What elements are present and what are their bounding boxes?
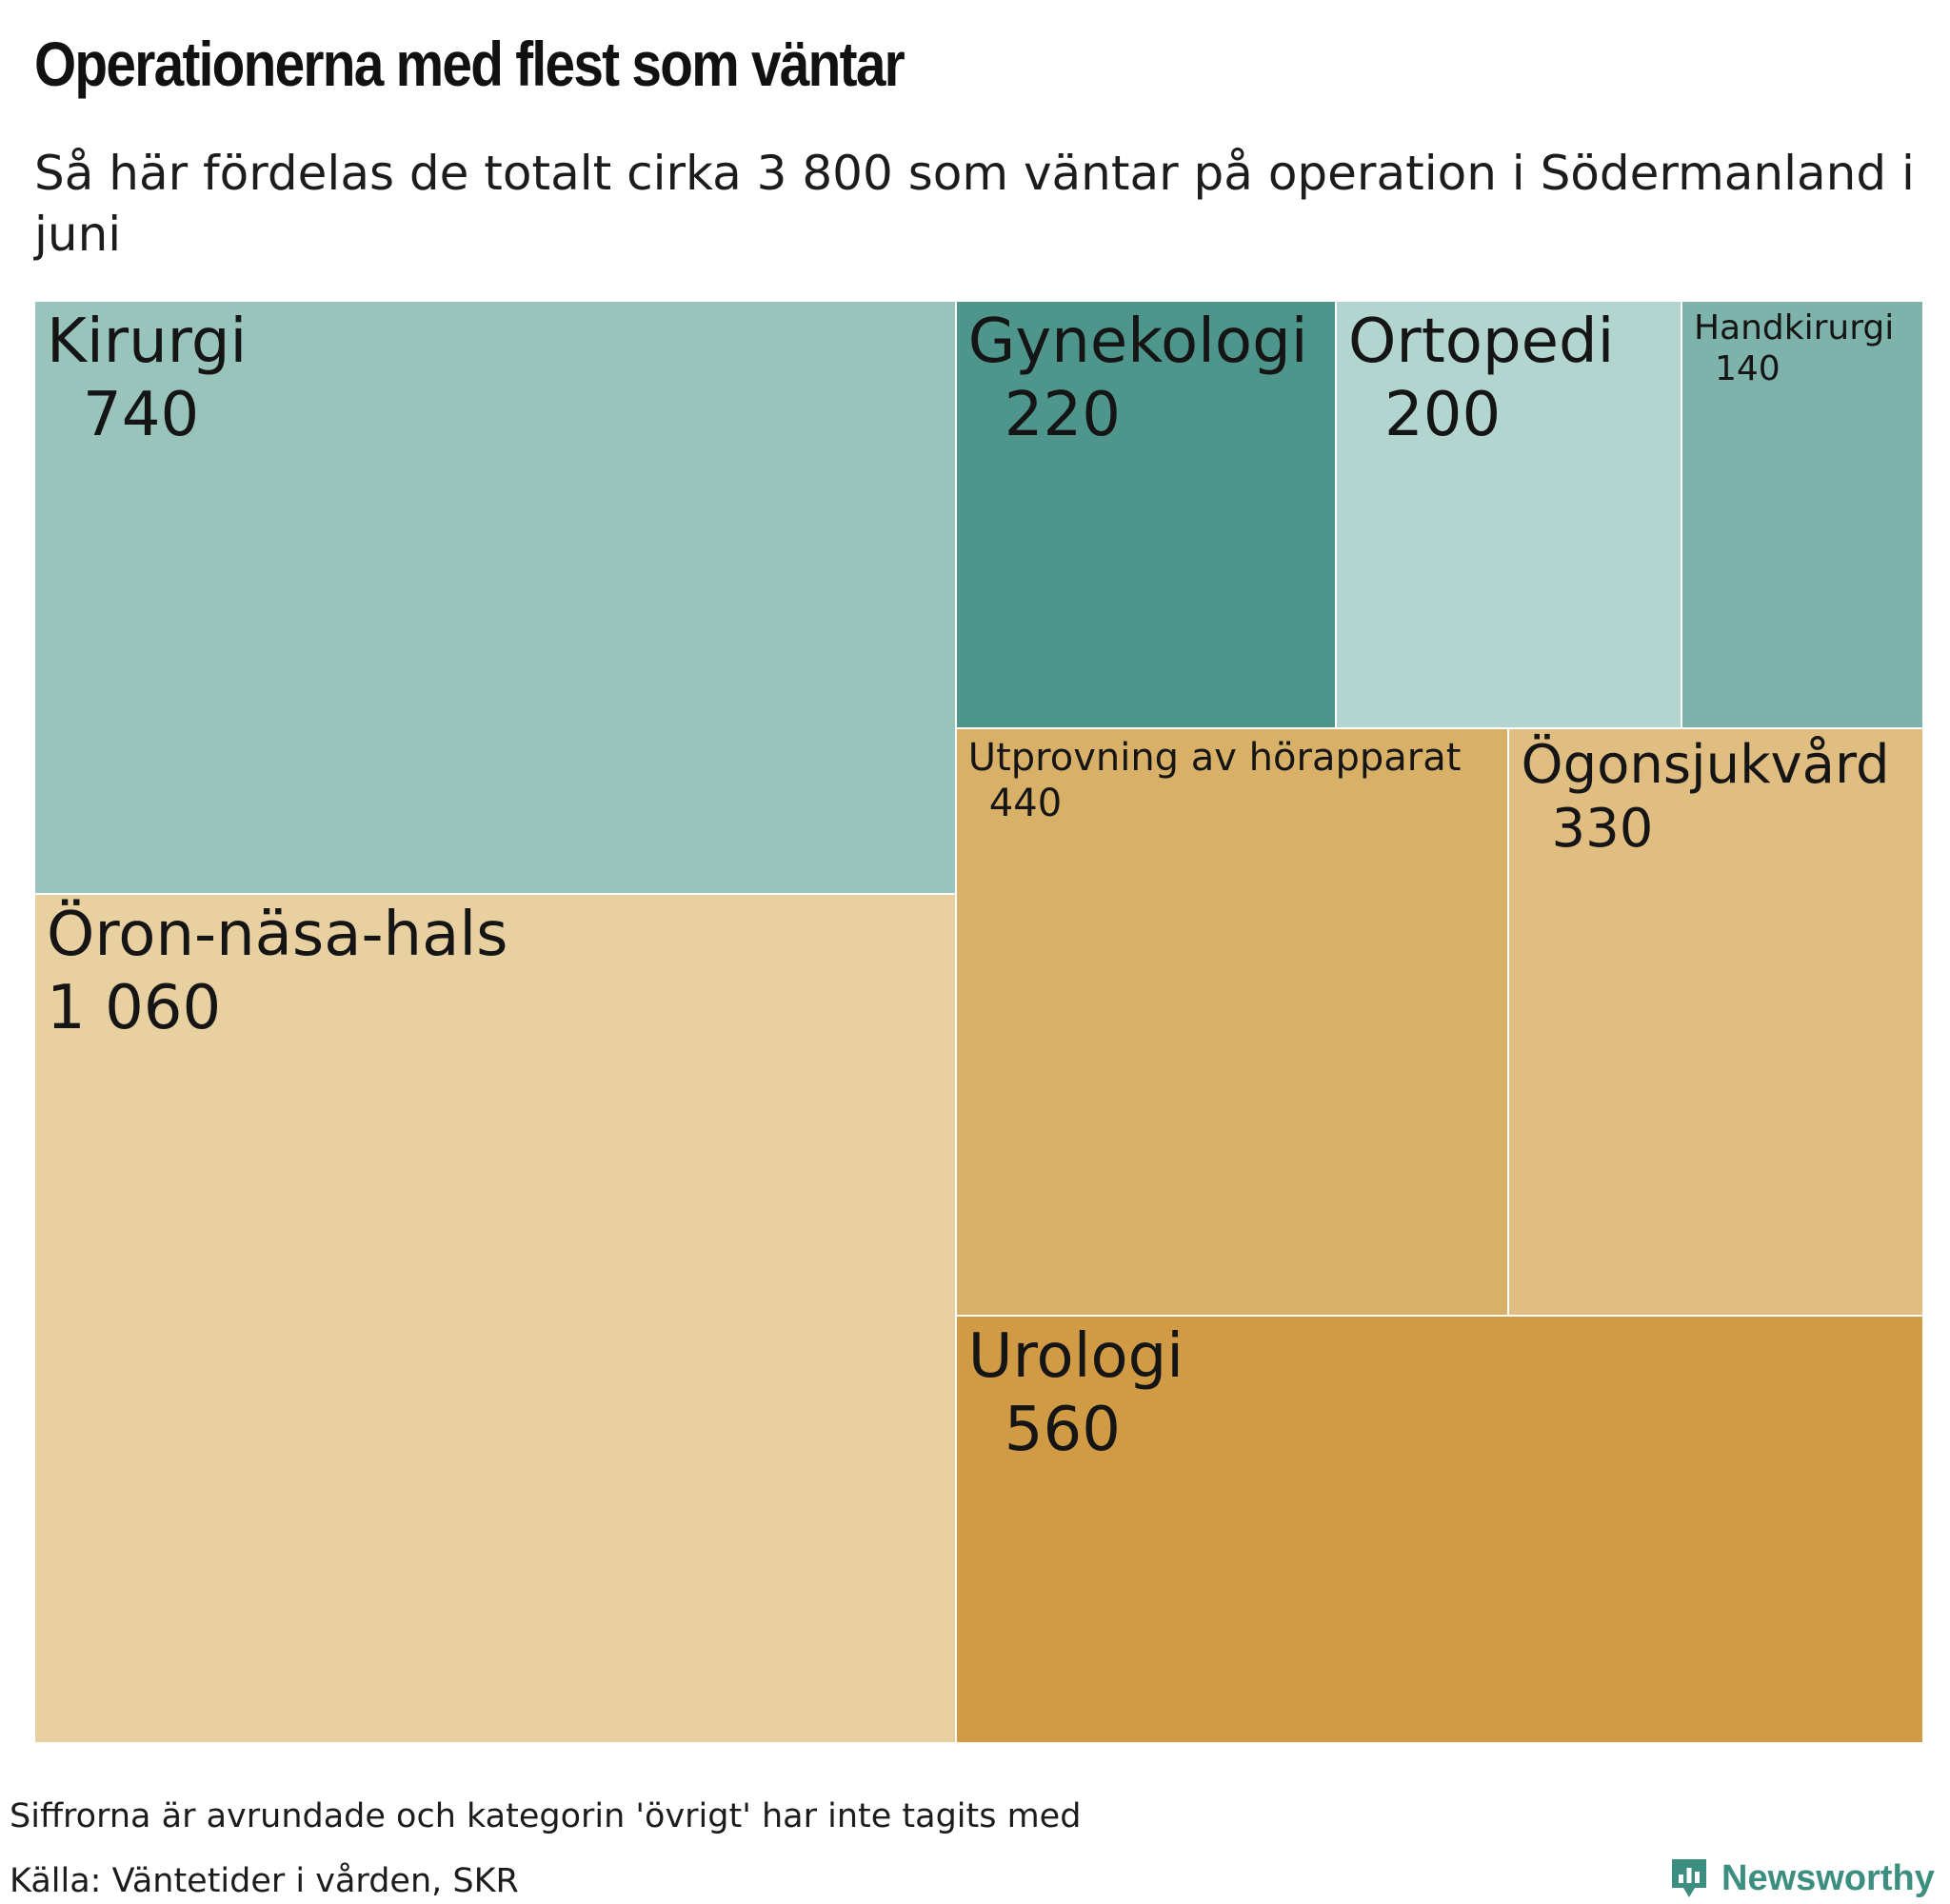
treemap-value: 1 060: [47, 972, 222, 1043]
treemap-value: 440: [988, 781, 1063, 825]
treemap-tile-ortopedi: Ortopedi 200: [1336, 301, 1681, 728]
treemap-tile-utprovning-av-horapparat: Utprovning av hörapparat 440: [955, 727, 1509, 1317]
treemap-tile-ogonsjukvard: Ögonsjukvård 330: [1508, 727, 1923, 1317]
brand-logo: Newsworthy: [1668, 1854, 1935, 1902]
chart-title: Operationerna med flest som väntar: [34, 29, 905, 99]
treemap-tile-kirurgi: Kirurgi 740: [34, 301, 956, 894]
source-note: Källa: Väntetider i vården, SKR: [10, 1862, 519, 1900]
treemap-label: Utprovning av hörapparat: [967, 735, 1462, 780]
treemap-tile-gynekologi: Gynekologi 220: [955, 301, 1337, 728]
treemap-tile-urologi: Urologi 560: [955, 1316, 1923, 1743]
treemap-tile-oron-nasa-hals: Öron-näsa-hals 1 060: [34, 893, 956, 1743]
treemap-value: 740: [83, 379, 200, 450]
chart-subtitle: Så här fördelas de totalt cirka 3 800 so…: [34, 146, 1915, 262]
treemap-value: 140: [1714, 349, 1781, 389]
treemap-label: Gynekologi: [967, 307, 1308, 377]
brand-name: Newsworthy: [1721, 1857, 1935, 1898]
treemap-tile-handkirurgi: Handkirurgi 140: [1681, 301, 1923, 728]
treemap-label: Handkirurgi: [1693, 308, 1895, 347]
treemap: Öron-näsa-hals 1 060 Kirurgi 740 Urologi 560 U…: [34, 301, 1923, 1743]
treemap-label: Ortopedi: [1348, 307, 1615, 377]
treemap-value: 200: [1384, 379, 1502, 450]
treemap-label: Kirurgi: [47, 307, 248, 377]
treemap-label: Ögonsjukvård: [1521, 733, 1890, 796]
treemap-value: 220: [1004, 379, 1121, 450]
footnote: Siffrorna är avrundade och kategorin 'öv…: [10, 1797, 1082, 1835]
treemap-value: 330: [1551, 798, 1654, 861]
newsworthy-logo-icon: [1672, 1859, 1706, 1897]
treemap-label: Urologi: [967, 1321, 1184, 1393]
treemap-label: Öron-näsa-hals: [47, 899, 508, 970]
treemap-value: 560: [1004, 1394, 1121, 1465]
